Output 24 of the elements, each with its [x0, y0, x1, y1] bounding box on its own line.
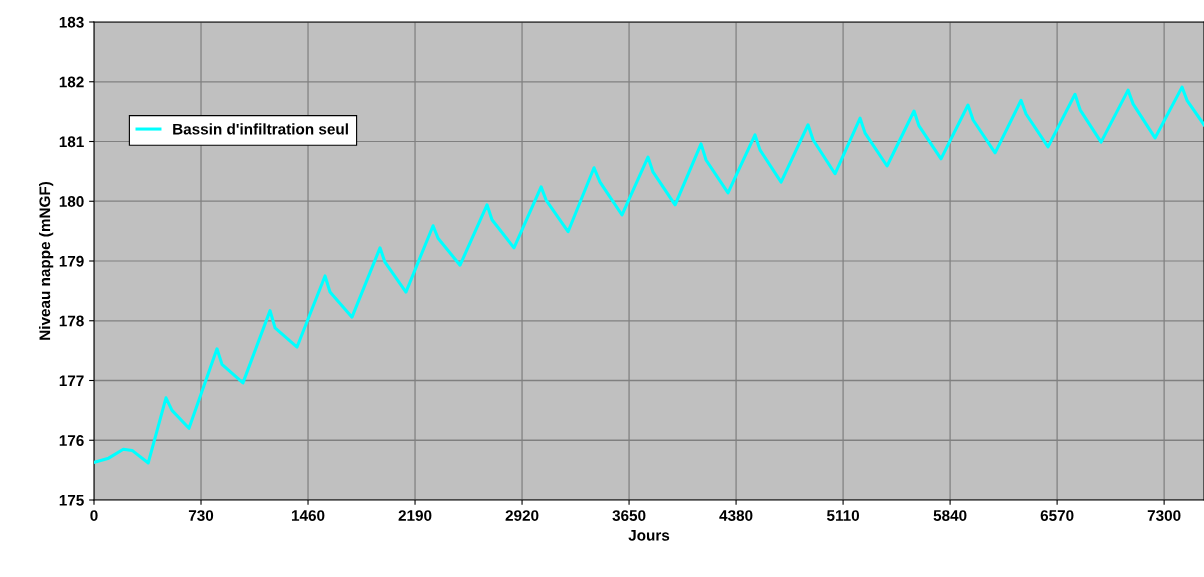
x-tick-label: 2920: [505, 510, 539, 521]
legend-label: Bassin d'infiltration seul: [173, 123, 348, 135]
y-tick-label: 180: [59, 196, 84, 207]
x-tick-label: 4380: [719, 510, 753, 521]
x-tick-label: 6570: [1040, 510, 1074, 521]
x-tick-label: 730: [188, 510, 214, 521]
x-tick-label: 5840: [933, 510, 967, 521]
x-tick-label: 3650: [612, 510, 646, 521]
y-tick-label: 177: [59, 375, 84, 387]
y-tick-label: 181: [59, 136, 84, 148]
y-tick-label: 175: [59, 495, 84, 506]
line-series: [94, 85, 1204, 465]
x-tick-label: 2190: [398, 510, 432, 521]
x-axis-title: Jours: [628, 530, 670, 541]
x-tick-label: 5110: [826, 510, 860, 521]
y-tick-label: 178: [59, 315, 84, 327]
x-tick-label: 1460: [292, 510, 325, 521]
y-tick-label: 179: [59, 255, 84, 267]
y-tick-label: 182: [59, 76, 84, 88]
x-tick-label: 7300: [1147, 510, 1181, 521]
y-tick-label: 176: [59, 435, 84, 446]
x-tick-label: 0: [90, 510, 98, 521]
y-axis-title: Niveau nappe (mNGF): [38, 181, 54, 340]
y-tick-label: 183: [59, 16, 84, 28]
